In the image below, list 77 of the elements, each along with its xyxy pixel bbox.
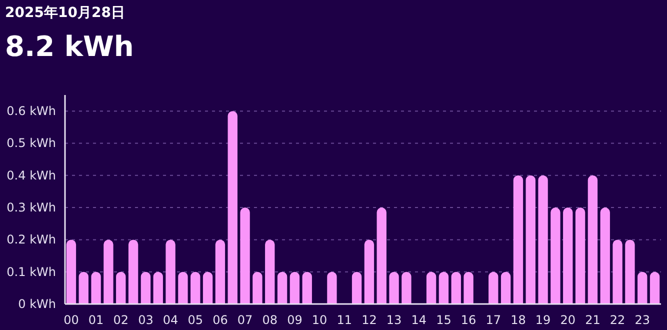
bar [563,208,573,304]
y-tick-label: 0.1 kWh [6,264,56,279]
title: 2025年10月28日 [5,5,125,21]
bar [364,240,374,304]
bar [612,240,622,304]
bar [513,175,524,304]
x-tick-label: 18 [510,313,526,327]
bar [588,175,598,304]
bar [190,272,200,304]
y-tick-label: 0 kWh [18,297,56,311]
x-tick-label: 08 [262,313,278,327]
x-tick-label: 14 [411,313,427,327]
x-tick-label: 02 [113,313,129,327]
bar [650,272,660,304]
bar [202,272,213,304]
x-tick-label: 16 [460,313,476,327]
bar [277,272,288,304]
x-tick-label: 21 [585,313,600,327]
bar [426,272,436,304]
bar [252,272,262,304]
bar [389,272,399,304]
bar [376,208,386,304]
bar [488,272,498,304]
y-tick-label: 0.5 kWh [6,136,56,150]
bar [104,240,114,304]
y-tick-label: 0.4 kWh [6,168,56,182]
bar [66,240,76,304]
bar [625,240,635,304]
x-tick-label: 11 [336,313,352,327]
bar [215,240,226,304]
x-tick-label: 06 [212,313,228,327]
bar [327,272,337,304]
y-tick-label: 0.3 kWh [6,200,56,215]
subtitle: 8.2 kWh [5,30,134,63]
bar [290,272,300,304]
bar [228,111,238,304]
bar [240,208,250,304]
bar [178,272,188,304]
bar [128,240,138,304]
x-tick-label: 01 [88,313,104,327]
bar [91,272,101,304]
bar [140,272,151,304]
x-tick-label: 13 [386,313,402,327]
x-tick-label: 10 [312,313,328,327]
x-tick-label: 12 [362,313,377,327]
x-tick-label: 03 [138,313,154,327]
bar [116,272,126,304]
bar [153,272,163,304]
x-tick-label: 19 [535,313,551,327]
bar [500,272,511,304]
x-tick-label: 15 [436,313,452,327]
bar [438,272,449,304]
x-tick-label: 22 [610,313,626,327]
x-tick-label: 05 [188,313,204,327]
x-tick-label: 09 [287,313,302,327]
bar [166,240,176,304]
bar [265,240,275,304]
bar [352,272,362,304]
y-tick-label: 0.6 kWh [6,104,56,118]
bar [78,272,88,304]
bar [302,272,312,304]
bar [538,175,548,304]
x-tick-label: 07 [237,313,253,327]
bar [402,272,412,304]
x-tick-label: 20 [560,313,576,327]
x-tick-label: 00 [64,313,79,327]
x-tick-label: 17 [486,313,502,327]
bar [451,272,461,304]
bar [638,272,648,304]
bar [575,208,586,304]
x-tick-label: 23 [634,313,650,327]
x-tick-label: 04 [162,313,178,327]
bar [550,208,560,304]
bar [526,175,536,304]
y-tick-label: 0.2 kWh [6,232,56,247]
bar [600,208,610,304]
bar [464,272,474,304]
